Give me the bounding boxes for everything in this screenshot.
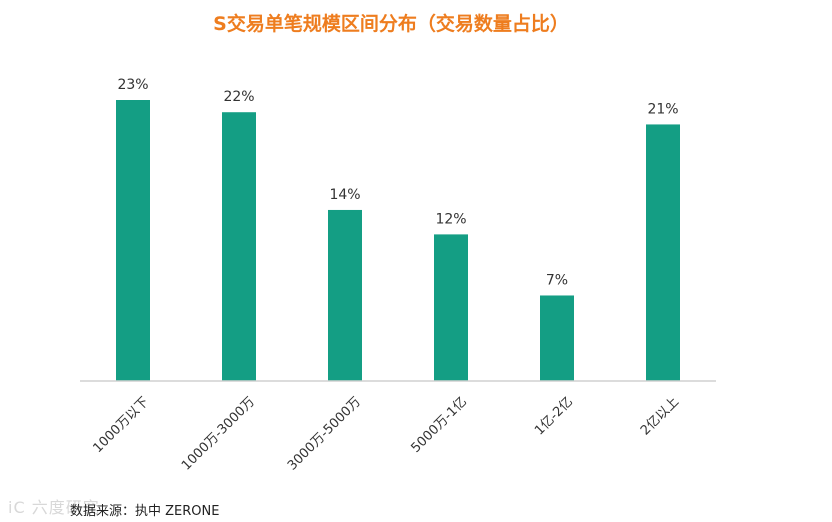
value-label-3: 14% (329, 187, 360, 203)
bar-2 (222, 112, 256, 381)
x-tick-label-6: 2亿以上 (638, 394, 682, 438)
x-tick-label-1: 1000万以下 (90, 394, 152, 456)
bar-6 (646, 124, 680, 381)
value-label-6: 21% (647, 101, 678, 117)
x-tick-label-3: 3000万-5000万 (285, 394, 364, 473)
bar-3 (328, 209, 362, 381)
value-label-1: 23% (117, 77, 148, 93)
x-tick-label-2: 1000万-3000万 (179, 394, 258, 473)
x-tick-label-4: 5000万-1亿 (408, 394, 470, 456)
bar-4 (434, 234, 468, 381)
data-source-note: 数据来源：执中 ZERONE (70, 504, 220, 519)
x-tick-labels: 1000万以下 1000万-3000万 3000万-5000万 5000万-1亿 1亿-… (90, 394, 682, 473)
value-label-5: 7% (546, 272, 568, 288)
bars-group: 23% 22% 14% 12% 7% 21% (116, 77, 680, 381)
watermark-logo: iC 六度研究 (8, 498, 100, 517)
chart-title: S交易单笔规模区间分布（交易数量占比） (213, 12, 569, 35)
value-label-2: 22% (223, 89, 254, 105)
x-tick-label-5: 1亿-2亿 (532, 394, 576, 438)
bar-5 (540, 295, 574, 381)
value-label-4: 12% (435, 211, 466, 227)
bar-1 (116, 100, 150, 381)
